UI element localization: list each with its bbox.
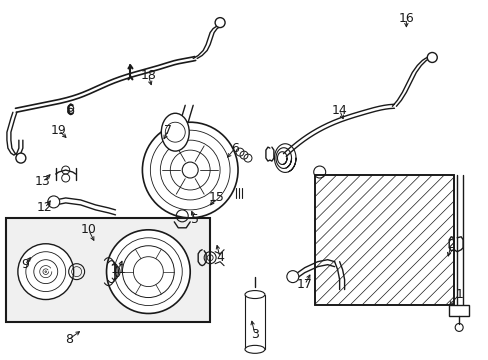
Text: 6: 6 [231, 141, 239, 155]
Text: 9: 9 [21, 258, 29, 271]
Circle shape [16, 153, 26, 163]
Text: 1: 1 [454, 288, 462, 301]
Text: 15: 15 [208, 192, 224, 204]
Text: 13: 13 [35, 175, 51, 189]
Circle shape [18, 244, 74, 300]
Circle shape [286, 271, 298, 283]
Ellipse shape [161, 113, 189, 151]
Circle shape [427, 53, 436, 62]
Text: 12: 12 [37, 201, 53, 215]
Text: 2: 2 [447, 238, 454, 251]
Text: 11: 11 [110, 263, 126, 276]
Text: 14: 14 [331, 104, 347, 117]
Ellipse shape [244, 291, 264, 298]
Circle shape [106, 230, 190, 314]
Circle shape [142, 122, 238, 218]
Text: 16: 16 [398, 12, 413, 25]
Bar [6, 218, 210, 323]
Bar [314, 175, 453, 305]
Bar [448, 305, 468, 316]
Text: 3: 3 [250, 328, 258, 341]
Ellipse shape [244, 345, 264, 353]
Text: 18: 18 [140, 69, 156, 82]
Text: 5: 5 [191, 213, 199, 226]
Circle shape [48, 196, 60, 208]
Text: 8: 8 [64, 333, 73, 346]
Text: 4: 4 [216, 251, 224, 264]
Text: 19: 19 [51, 124, 66, 137]
Circle shape [215, 18, 224, 28]
Bar [314, 175, 453, 305]
Bar [244, 294, 264, 349]
Text: 17: 17 [296, 278, 312, 291]
Text: 7: 7 [164, 124, 172, 137]
Text: 10: 10 [81, 223, 96, 236]
